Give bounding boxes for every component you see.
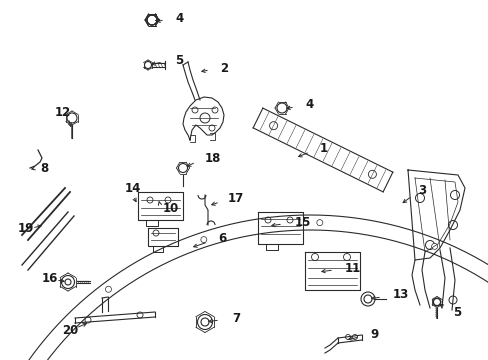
Text: 14: 14 (125, 181, 141, 194)
Text: 9: 9 (369, 328, 378, 342)
Text: 4: 4 (175, 12, 183, 24)
Text: 6: 6 (218, 231, 226, 244)
Text: 10: 10 (163, 202, 179, 215)
Text: 5: 5 (175, 54, 183, 67)
Text: 17: 17 (227, 192, 244, 204)
Circle shape (201, 237, 206, 243)
Text: 7: 7 (231, 311, 240, 324)
Text: 4: 4 (305, 99, 313, 112)
Text: 1: 1 (319, 141, 327, 154)
Text: 3: 3 (417, 184, 425, 197)
Text: 19: 19 (18, 221, 34, 234)
Text: 15: 15 (294, 216, 311, 229)
Text: 18: 18 (204, 152, 221, 165)
Text: 20: 20 (62, 324, 78, 337)
Text: 5: 5 (452, 306, 460, 319)
Text: 8: 8 (40, 162, 48, 175)
Text: 12: 12 (55, 105, 71, 118)
Circle shape (316, 220, 322, 226)
Text: 11: 11 (345, 261, 361, 274)
Circle shape (105, 286, 111, 292)
Text: 16: 16 (42, 271, 58, 284)
Text: 2: 2 (220, 62, 228, 75)
Circle shape (431, 243, 437, 249)
Text: 13: 13 (392, 288, 408, 302)
